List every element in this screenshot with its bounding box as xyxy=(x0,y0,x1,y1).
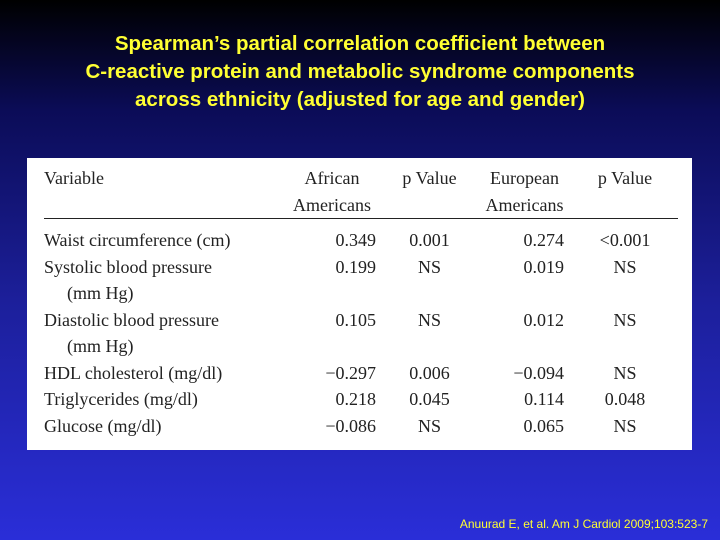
cell-p1: NS xyxy=(417,309,441,330)
cell-variable: Waist circumference (cm) xyxy=(44,230,231,250)
header-spacer xyxy=(44,219,678,227)
cell-european: 0.012 xyxy=(523,309,565,330)
cell-variable: HDL cholesterol (mg/dl) xyxy=(44,362,223,383)
cell-p2: NS xyxy=(613,309,637,330)
table-row: Glucose (mg/dl) −0.086 NS 0.065 NS xyxy=(44,413,678,440)
cell-p2: 0.048 xyxy=(604,389,646,409)
table-row-continuation: (mm Hg) xyxy=(44,333,678,360)
header-african-americans: African Americans xyxy=(282,165,382,219)
cell-variable: Diastolic blood pressure xyxy=(44,309,219,330)
cell-p2: NS xyxy=(613,415,637,436)
slide-title: Spearman’s partial correlation coefficie… xyxy=(0,30,720,114)
header-variable: Variable xyxy=(44,168,104,188)
cell-european: 0.065 xyxy=(523,415,565,436)
cell-p1: 0.006 xyxy=(409,362,450,383)
cell-variable: Systolic blood pressure xyxy=(44,256,212,277)
cell-p1: 0.045 xyxy=(409,389,450,409)
cell-variable: Triglycerides (mg/dl) xyxy=(44,389,198,409)
table-row-continuation: (mm Hg) xyxy=(44,280,678,307)
cell-african: 0.218 xyxy=(335,389,377,409)
header-european-line2: Americans xyxy=(485,194,564,215)
title-line-1: Spearman’s partial correlation coefficie… xyxy=(114,32,606,55)
cell-african: 0.105 xyxy=(335,309,377,330)
cell-african: 0.349 xyxy=(335,230,377,250)
cell-p1: 0.001 xyxy=(409,230,450,250)
header-african-line1: African xyxy=(304,168,360,188)
table-row: HDL cholesterol (mg/dl) −0.297 0.006 −0.… xyxy=(44,360,678,387)
cell-p2: NS xyxy=(613,256,637,277)
header-european-line1: European xyxy=(490,168,559,188)
cell-p1: NS xyxy=(417,415,441,436)
table-header-row: Variable African Americans p Value Europ… xyxy=(44,165,678,219)
table-row: Waist circumference (cm) 0.349 0.001 0.2… xyxy=(44,227,678,254)
cell-variable-cont: (mm Hg) xyxy=(67,283,134,303)
header-european-americans: European Americans xyxy=(477,165,572,219)
header-african-line2: Americans xyxy=(293,194,371,215)
cell-european: 0.274 xyxy=(523,230,565,250)
header-rule xyxy=(44,218,678,219)
table-row: Diastolic blood pressure 0.105 NS 0.012 … xyxy=(44,307,678,334)
table-row: Triglycerides (mg/dl) 0.218 0.045 0.114 … xyxy=(44,386,678,413)
cell-variable-cont: (mm Hg) xyxy=(67,336,134,356)
cell-african: −0.086 xyxy=(325,415,376,436)
table-row: Systolic blood pressure 0.199 NS 0.019 N… xyxy=(44,254,678,281)
cell-european: −0.094 xyxy=(513,362,564,383)
cell-european: 0.019 xyxy=(523,256,565,277)
cell-variable: Glucose (mg/dl) xyxy=(44,415,162,436)
title-line-3: across ethnicity (adjusted for age and g… xyxy=(135,88,585,111)
header-p-value-african: p Value xyxy=(402,168,457,188)
table-panel: Variable African Americans p Value Europ… xyxy=(27,158,692,450)
cell-african: −0.297 xyxy=(325,362,376,383)
cell-european: 0.114 xyxy=(524,389,564,409)
cell-p2: <0.001 xyxy=(599,230,651,250)
cell-p2: NS xyxy=(613,362,637,383)
header-p-value-european: p Value xyxy=(597,168,653,188)
cell-p1: NS xyxy=(417,256,441,277)
title-line-2: C-reactive protein and metabolic syndrom… xyxy=(85,60,635,83)
citation: Anuurad E, et al. Am J Cardiol 2009;103:… xyxy=(459,517,708,531)
correlation-table: Variable African Americans p Value Europ… xyxy=(44,165,678,439)
cell-african: 0.199 xyxy=(335,256,377,277)
